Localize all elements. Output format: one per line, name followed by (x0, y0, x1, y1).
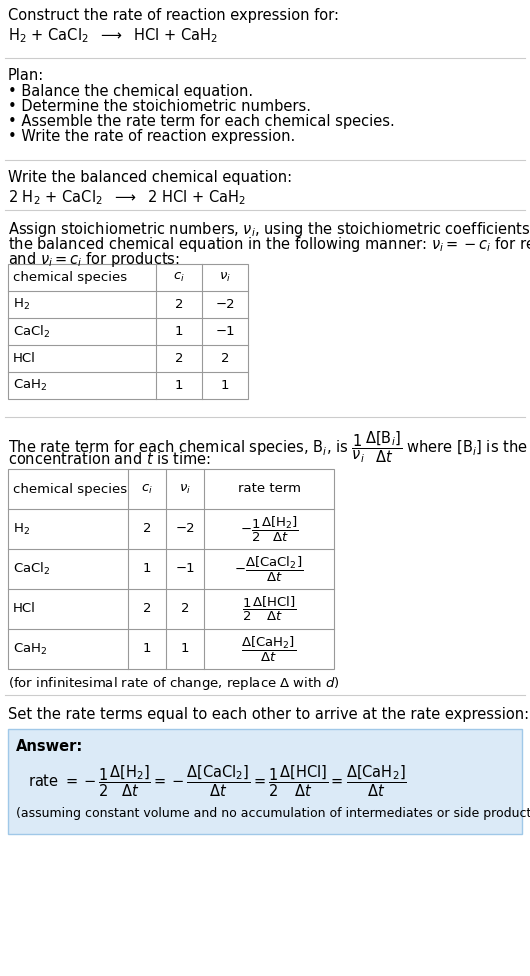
Text: Write the balanced chemical equation:: Write the balanced chemical equation: (8, 170, 292, 185)
Text: H$_2$: H$_2$ (13, 297, 30, 312)
Text: Answer:: Answer: (16, 739, 83, 754)
Text: • Balance the chemical equation.: • Balance the chemical equation. (8, 84, 253, 99)
Text: 1: 1 (143, 642, 151, 656)
Text: −1: −1 (215, 325, 235, 338)
Text: $-\dfrac{1}{2}\dfrac{\Delta[\mathrm{H_2}]}{\Delta t}$: $-\dfrac{1}{2}\dfrac{\Delta[\mathrm{H_2}… (240, 514, 298, 544)
Text: 1: 1 (143, 562, 151, 576)
Bar (8, 469, 334, 669)
Text: 2: 2 (181, 602, 189, 616)
Text: 2: 2 (221, 352, 229, 365)
Text: Set the rate terms equal to each other to arrive at the rate expression:: Set the rate terms equal to each other t… (8, 707, 529, 722)
Text: • Write the rate of reaction expression.: • Write the rate of reaction expression. (8, 129, 295, 144)
Text: • Assemble the rate term for each chemical species.: • Assemble the rate term for each chemic… (8, 114, 395, 129)
Text: CaCl$_2$: CaCl$_2$ (13, 323, 50, 340)
Text: Construct the rate of reaction expression for:: Construct the rate of reaction expressio… (8, 8, 339, 23)
Text: the balanced chemical equation in the following manner: $\nu_i = -c_i$ for react: the balanced chemical equation in the fo… (8, 235, 530, 254)
Bar (8, 264, 248, 399)
Text: Plan:: Plan: (8, 68, 44, 83)
Text: (assuming constant volume and no accumulation of intermediates or side products): (assuming constant volume and no accumul… (16, 807, 530, 820)
Text: 1: 1 (175, 379, 183, 392)
Text: CaH$_2$: CaH$_2$ (13, 641, 47, 657)
Text: −1: −1 (175, 562, 195, 576)
Text: chemical species: chemical species (13, 482, 127, 496)
Text: CaH$_2$: CaH$_2$ (13, 378, 47, 393)
Text: rate $= -\dfrac{1}{2}\dfrac{\Delta[\mathrm{H_2}]}{\Delta t} = -\dfrac{\Delta[\ma: rate $= -\dfrac{1}{2}\dfrac{\Delta[\math… (28, 763, 407, 798)
Text: Assign stoichiometric numbers, $\nu_i$, using the stoichiometric coefficients, $: Assign stoichiometric numbers, $\nu_i$, … (8, 220, 530, 239)
Text: 2: 2 (175, 298, 183, 311)
Text: CaCl$_2$: CaCl$_2$ (13, 561, 50, 577)
Bar (8, 729, 522, 834)
Text: • Determine the stoichiometric numbers.: • Determine the stoichiometric numbers. (8, 99, 311, 114)
Text: 1: 1 (181, 642, 189, 656)
Text: (for infinitesimal rate of change, replace Δ with $d$): (for infinitesimal rate of change, repla… (8, 675, 340, 692)
Text: 1: 1 (221, 379, 229, 392)
Text: concentration and $t$ is time:: concentration and $t$ is time: (8, 451, 211, 467)
Text: H$_2$: H$_2$ (13, 521, 30, 537)
Text: $\dfrac{1}{2}\dfrac{\Delta[\mathrm{HCl}]}{\Delta t}$: $\dfrac{1}{2}\dfrac{\Delta[\mathrm{HCl}]… (242, 595, 296, 623)
Text: chemical species: chemical species (13, 271, 127, 284)
Text: $\nu_i$: $\nu_i$ (219, 271, 231, 284)
Text: H$_2$ + CaCl$_2$  $\longrightarrow$  HCl + CaH$_2$: H$_2$ + CaCl$_2$ $\longrightarrow$ HCl +… (8, 26, 218, 45)
Text: −2: −2 (215, 298, 235, 311)
Text: and $\nu_i = c_i$ for products:: and $\nu_i = c_i$ for products: (8, 250, 180, 269)
Text: 2 H$_2$ + CaCl$_2$  $\longrightarrow$  2 HCl + CaH$_2$: 2 H$_2$ + CaCl$_2$ $\longrightarrow$ 2 H… (8, 188, 246, 207)
Text: The rate term for each chemical species, B$_i$, is $\dfrac{1}{\nu_i}\dfrac{\Delt: The rate term for each chemical species,… (8, 429, 530, 465)
Text: $c_i$: $c_i$ (173, 271, 185, 284)
Text: $\dfrac{\Delta[\mathrm{CaH_2}]}{\Delta t}$: $\dfrac{\Delta[\mathrm{CaH_2}]}{\Delta t… (242, 634, 297, 664)
Text: $-\dfrac{\Delta[\mathrm{CaCl_2}]}{\Delta t}$: $-\dfrac{\Delta[\mathrm{CaCl_2}]}{\Delta… (234, 554, 304, 584)
Text: rate term: rate term (237, 482, 301, 496)
Text: $\nu_i$: $\nu_i$ (179, 482, 191, 496)
Text: 1: 1 (175, 325, 183, 338)
Text: 2: 2 (175, 352, 183, 365)
Text: 2: 2 (143, 602, 151, 616)
Text: HCl: HCl (13, 352, 36, 365)
Text: 2: 2 (143, 522, 151, 536)
Text: $c_i$: $c_i$ (141, 482, 153, 496)
Text: −2: −2 (175, 522, 195, 536)
Text: HCl: HCl (13, 602, 36, 616)
